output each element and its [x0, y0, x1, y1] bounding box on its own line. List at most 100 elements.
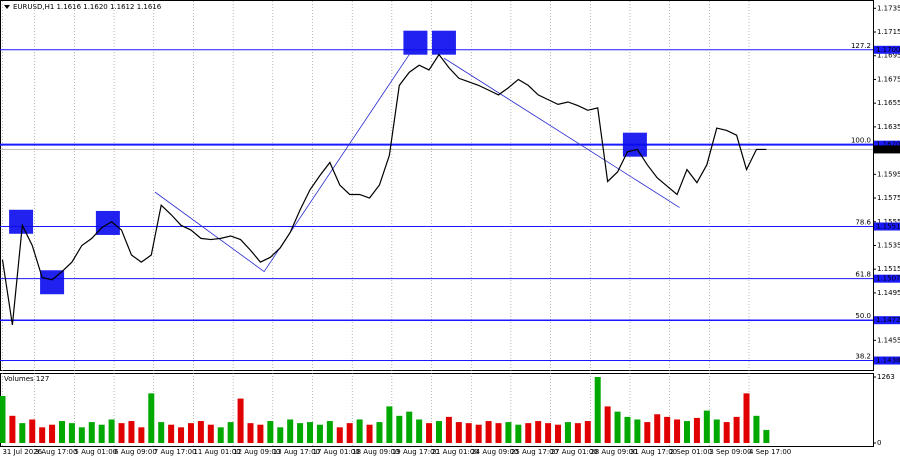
volume-bar [29, 419, 36, 443]
y-tick-label: 1.1575 [877, 194, 900, 202]
x-tick-label: 3 Sep 09:00 [709, 448, 751, 456]
volume-bar [356, 419, 363, 443]
volume-bar [455, 422, 462, 443]
volume-bar [674, 419, 681, 443]
volume-bar [555, 424, 562, 443]
volume-bar [49, 424, 56, 443]
volume-bar [475, 424, 482, 443]
volume-bar [78, 427, 85, 443]
volume-bar [634, 419, 641, 443]
volume-bar [624, 416, 631, 443]
level-price-box [874, 274, 900, 283]
level-price: 1.1551 [876, 223, 900, 231]
x-tick-label: 31 Jul 2026 [2, 448, 42, 456]
level-price: 1.1700 [876, 46, 900, 54]
volume-bar [197, 421, 204, 443]
level-price: 1.1472 [876, 316, 900, 324]
volume-bar [187, 423, 194, 443]
y-tick-label: 1.1675 [877, 75, 900, 83]
volume-bar [128, 421, 135, 443]
price-frame [0, 0, 874, 371]
y-tick-label: 1.1635 [877, 123, 900, 131]
volume-bar [257, 424, 264, 443]
y-tick-label: 1.1715 [877, 28, 900, 36]
level-fib: 50.0 [855, 312, 871, 320]
volume-bar [247, 423, 254, 443]
last-price-box [874, 145, 900, 154]
level-price-box [874, 45, 900, 54]
volume-bar [515, 424, 522, 443]
volume-bar [118, 423, 125, 443]
trend-line [154, 54, 410, 273]
x-tick-label: 2 Sep 01:00 [670, 448, 712, 456]
volume-bar [703, 410, 710, 443]
volume-bar [287, 419, 294, 443]
x-tick-label: 18 Aug 09:00 [352, 448, 399, 456]
volume-bar [485, 421, 492, 443]
x-tick-label: 28 Aug 09:00 [590, 448, 637, 456]
volume-title: Volumes 127 [4, 375, 49, 383]
volume-bar [19, 423, 26, 443]
volume-bar [98, 424, 105, 443]
volume-bar [683, 421, 690, 443]
volume-bar [713, 419, 720, 443]
volume-bar [545, 423, 552, 443]
volume-bar [654, 414, 661, 443]
level-fib: 78.6 [855, 219, 871, 227]
volume-bar [59, 421, 66, 443]
volume-bar [297, 423, 304, 443]
volume-bar [525, 423, 532, 443]
volume-bar [158, 422, 165, 443]
volume-bar [217, 427, 224, 443]
volume-bar [664, 416, 671, 443]
y-tick-label: 1.1555 [877, 218, 900, 226]
trend-line [443, 57, 680, 208]
volume-bar [435, 421, 442, 443]
y-tick-label: 1.1455 [877, 336, 900, 344]
volume-bar [326, 421, 333, 443]
volume-bar [168, 424, 175, 443]
volume-bar [267, 421, 274, 443]
level-price-box [874, 316, 900, 325]
volume-bar [307, 422, 314, 443]
level-fib: 100.0 [851, 137, 871, 145]
volume-tick-label: 0 [877, 439, 881, 447]
volume-bar [316, 424, 323, 443]
x-tick-label: 24 Aug 09:00 [471, 448, 518, 456]
volume-tick-label: 1263 [877, 373, 895, 381]
volume-bar [763, 429, 770, 443]
x-tick-label: 17 Aug 01:00 [312, 448, 359, 456]
volume-bar [535, 421, 542, 443]
volume-bar [178, 427, 185, 443]
volume-bar [753, 415, 760, 443]
volume-bar [406, 411, 413, 443]
header: EURUSD,H1 1.1616 1.1620 1.1612 1.1616 [13, 3, 162, 11]
y-tick-label: 1.1495 [877, 289, 900, 297]
level-fib: 61.8 [855, 271, 871, 279]
volume-bar [584, 421, 591, 443]
x-tick-label: 31 Aug 17:00 [630, 448, 677, 456]
volume-bar [495, 423, 502, 443]
volume-bar [68, 423, 75, 443]
volume-bar [237, 398, 244, 443]
last-price: 1.1616 [876, 145, 900, 153]
volume-bar [138, 427, 145, 443]
volume-bar [614, 411, 621, 443]
volume-bar [207, 424, 214, 443]
volume-bar [574, 423, 581, 443]
x-tick-label: 19 Aug 17:00 [392, 448, 439, 456]
x-tick-label: 13 Aug 17:00 [273, 448, 320, 456]
volume-bar [733, 416, 740, 443]
y-tick-label: 1.1535 [877, 241, 900, 249]
y-tick-label: 1.1595 [877, 170, 900, 178]
volume-bar [723, 422, 730, 443]
volume-bar [594, 377, 601, 443]
volume-bar [693, 417, 700, 443]
volume-bar [426, 423, 433, 443]
volume-bar [465, 423, 472, 443]
volume-bar [445, 416, 452, 443]
level-price: 1.1620 [876, 141, 900, 149]
x-tick-label: 27 Aug 01:00 [551, 448, 598, 456]
volume-bar [366, 424, 373, 443]
